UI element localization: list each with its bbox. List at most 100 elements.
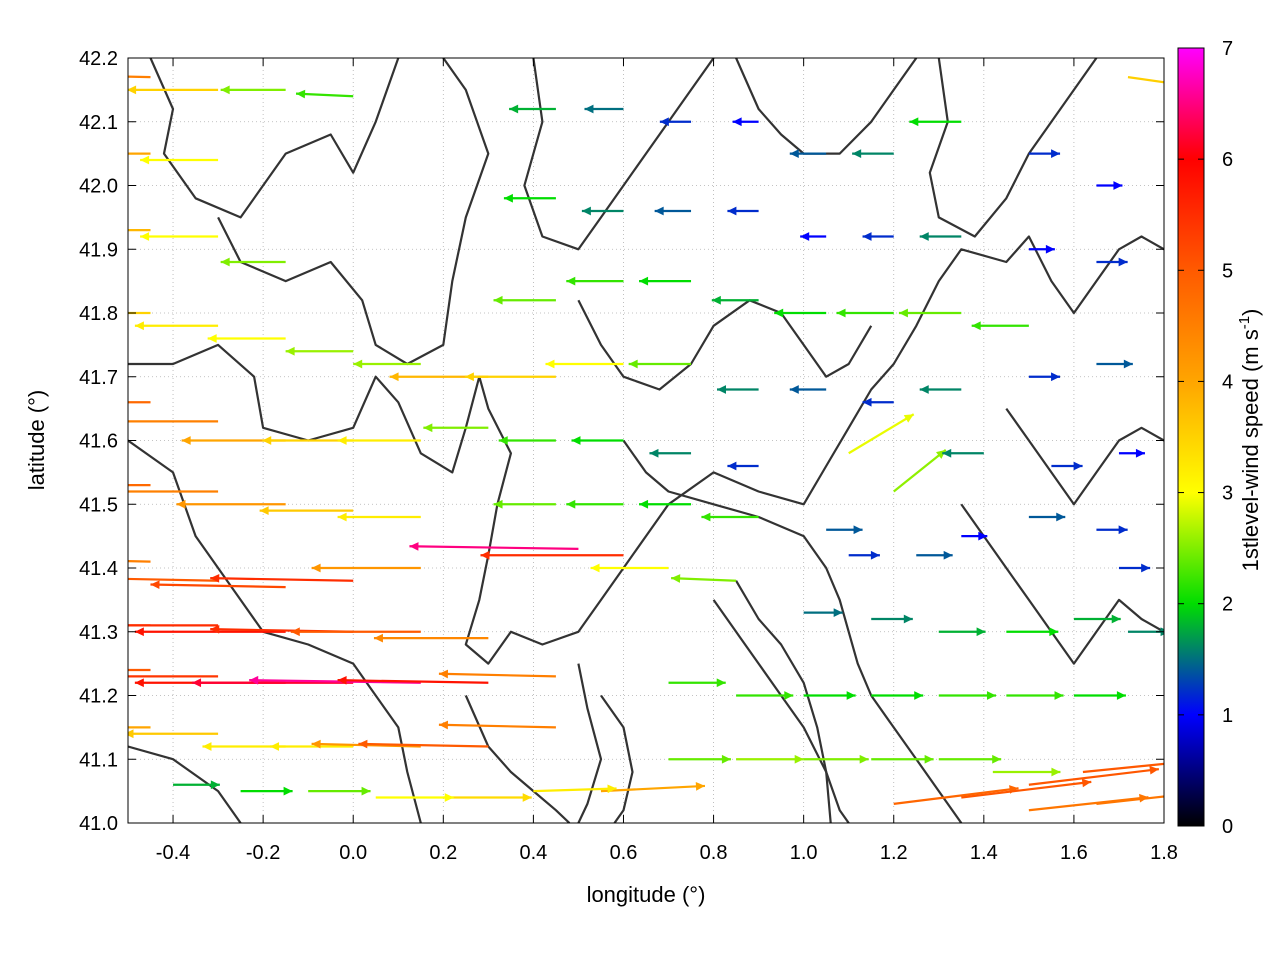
wind-vector <box>803 691 856 700</box>
colorbar: 0 1 2 3 4 5 6 7 1stlevel-wind speed (m s-1) <box>1177 38 1263 838</box>
wind-vector <box>871 691 924 700</box>
wind-vector-head <box>259 506 269 515</box>
contour-line <box>735 580 832 823</box>
y-tick-label: 41.5 <box>79 494 118 516</box>
wind-vector-head <box>210 573 220 583</box>
wind-vector <box>128 577 219 582</box>
wind-vector <box>503 193 556 203</box>
wind-vector <box>871 754 934 764</box>
wind-vector <box>600 782 706 793</box>
wind-vector <box>373 633 489 643</box>
contour-line <box>577 299 873 391</box>
wind-vector-head <box>409 542 419 551</box>
wind-vector-head <box>1135 448 1145 458</box>
wind-vector <box>375 793 454 802</box>
wind-vector <box>800 232 827 241</box>
wind-vector-head <box>701 512 711 522</box>
wind-vector-head <box>249 675 259 685</box>
wind-vector-head <box>870 550 880 560</box>
wind-vector-head <box>992 754 1002 764</box>
wind-vector-head <box>337 512 347 522</box>
wind-vector <box>590 563 669 573</box>
wind-vector-head <box>846 691 856 700</box>
wind-vector <box>134 321 219 331</box>
wind-vector-head <box>711 295 721 305</box>
wind-vector-head <box>566 499 576 509</box>
wind-vector-head <box>353 359 363 369</box>
wind-vector-head <box>262 436 272 445</box>
wind-vector <box>128 729 219 739</box>
wind-vector-head <box>584 104 594 114</box>
colorbar-tick-label: 6 <box>1222 149 1233 171</box>
wind-vector-head <box>903 414 914 423</box>
wind-vector-shaft <box>671 577 737 582</box>
wind-vector-shaft <box>893 787 1019 805</box>
wind-vector-head <box>581 206 591 216</box>
wind-vectors <box>128 75 1164 812</box>
wind-vector <box>295 89 354 99</box>
wind-vector <box>128 484 151 487</box>
wind-vector <box>1028 244 1055 254</box>
wind-vector <box>509 104 556 114</box>
y-tick-label: 41.1 <box>79 749 118 771</box>
x-tick-label: 1.8 <box>1150 842 1178 864</box>
wind-vector-head <box>914 691 924 700</box>
wind-vector <box>337 675 489 685</box>
wind-vector-head <box>498 436 508 445</box>
wind-vector-head <box>210 624 220 634</box>
y-axis-label: latitude (°) <box>24 390 49 491</box>
wind-vector <box>192 678 354 688</box>
y-tick-label: 42.2 <box>79 48 118 70</box>
wind-vector-shaft <box>1082 762 1164 774</box>
wind-vector-head <box>464 372 474 382</box>
wind-vector <box>1096 795 1164 805</box>
wind-vector <box>654 206 692 216</box>
wind-vector-head <box>789 149 799 158</box>
wind-vector-shaft <box>1096 795 1164 805</box>
wind-vector-head <box>1111 614 1121 624</box>
wind-vector-head <box>789 385 799 394</box>
wind-vector <box>128 229 151 232</box>
wind-vector <box>803 608 843 617</box>
wind-vector <box>711 295 759 305</box>
wind-vector <box>128 675 219 678</box>
contour-line <box>523 58 715 251</box>
colorbar-tick-label: 2 <box>1222 594 1233 616</box>
wind-vector-head <box>566 276 576 286</box>
wind-vector <box>311 563 421 573</box>
wind-vector <box>128 668 151 672</box>
wind-vector-head <box>423 423 433 433</box>
wind-vector <box>1096 181 1123 190</box>
wind-vector-head <box>202 742 212 751</box>
wind-vector <box>173 780 220 790</box>
wind-vector <box>1082 762 1164 774</box>
wind-vector <box>649 448 692 458</box>
wind-vector <box>1028 512 1066 522</box>
wind-vector <box>909 117 962 127</box>
wind-vector-head <box>639 499 649 509</box>
x-axis-label: longitude (°) <box>587 882 706 907</box>
colorbar-label: 1stlevel-wind speed (m s-1) <box>1236 309 1263 572</box>
wind-vector <box>727 206 759 216</box>
wind-vector <box>308 786 371 796</box>
wind-vector-shaft <box>600 784 706 793</box>
wind-vector-head <box>862 397 872 407</box>
wind-vector-head <box>1049 627 1059 637</box>
wind-vector-head <box>774 308 784 318</box>
wind-vector-head <box>1051 149 1061 158</box>
wind-vector <box>128 420 219 423</box>
wind-vector <box>438 669 556 679</box>
wind-vector <box>1028 149 1061 158</box>
wind-vector <box>971 321 1029 331</box>
wind-vector <box>789 149 827 158</box>
wind-vector-shaft <box>438 723 556 729</box>
wind-vector-head <box>978 531 988 541</box>
wind-vector <box>498 436 556 445</box>
y-tick-label: 41.2 <box>79 686 118 708</box>
wind-vector <box>134 627 286 637</box>
contour-line <box>577 663 603 823</box>
contour-line <box>149 58 400 219</box>
wind-vector <box>628 359 692 369</box>
contour-line <box>128 235 1164 665</box>
